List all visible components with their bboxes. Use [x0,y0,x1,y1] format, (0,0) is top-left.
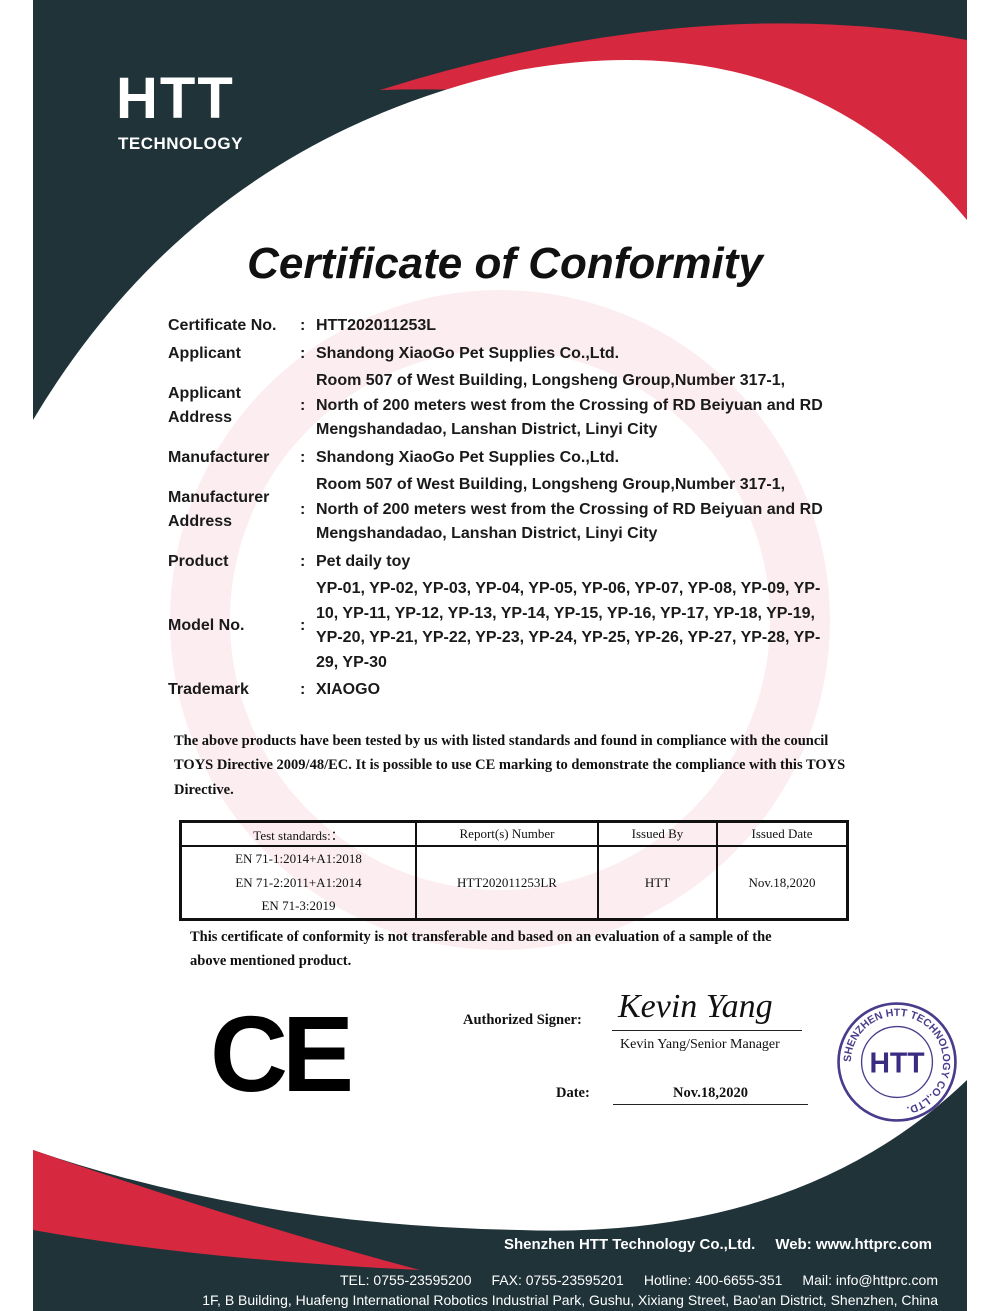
footer-contact-line: TEL: 0755-23595200 FAX: 0755-23595201 Hotl… [320,1272,938,1289]
footer-hotline: Hotline: 400-6655-351 [643,1272,783,1288]
field-certificate-no: Certificate No.: HTT202011253L [168,314,828,339]
field-value: Pet daily toy [316,552,411,570]
issued-date-cell: Nov.18,2020 [716,845,849,920]
logo-tagline: TECHNOLOGY [118,134,243,153]
field-label: Applicant Address [168,384,241,426]
field-label: Manufacturer [168,448,270,466]
footer-tel: TEL: 0755-23595200 [339,1272,472,1288]
header-issued-date: Issued Date [716,820,849,847]
standard-item: EN 71-3:2019 [261,898,336,913]
transfer-note: This certificate of conformity is not tr… [190,928,772,970]
field-manufacturer: Manufacturer: Shandong XiaoGo Pet Supplie… [168,446,828,471]
field-value: Shandong XiaoGo Pet Supplies Co.,Ltd. [316,344,620,362]
date-value: Nov.18,2020 [613,1084,808,1105]
footer-company-line: Shenzhen HTT Technology Co.,Ltd. Web: www… [484,1236,932,1254]
signature-line [612,1030,802,1031]
field-value: Room 507 of West Building, Longsheng Gro… [316,372,823,438]
field-applicant-address: Applicant Address: Room 507 of West Build… [168,369,828,443]
issued-by-cell: HTT [597,845,718,920]
field-applicant: Applicant: Shandong XiaoGo Pet Supplies C… [168,342,828,367]
field-manufacturer-address: Manufacturer Address: Room 507 of West Bu… [168,473,828,547]
field-value: XIAOGO [316,681,381,698]
compliance-statement: The above products have been tested by u… [174,732,846,798]
table-header-row: Test standards:： Report(s) Number Issued… [179,820,849,847]
test-standards-table: Test standards:： Report(s) Number Issued… [179,820,849,921]
ce-mark: CE [210,993,354,1114]
field-label: Trademark [168,681,249,699]
field-label: Applicant [168,344,241,362]
field-trademark: Trademark: XIAOGO [168,678,828,703]
footer-company: Shenzhen HTT Technology Co.,Ltd. [503,1236,756,1253]
stamp-center-text: HTT [869,1048,924,1080]
company-stamp: SHENZHEN HTT TECHNOLOGY CO.,LTD. HTT [837,1002,957,1122]
logo: HTT [116,66,235,131]
footer-address: 1F, B Building, Huafeng International Ro… [202,1292,938,1308]
field-label: Manufacturer Address [168,488,270,530]
field-product: Product: Pet daily toy [168,550,828,575]
date-label: Date: [556,1085,590,1101]
field-label: Product [168,552,229,570]
standards-cell: EN 71-1:2014+A1:2018 EN 71-2:2011+A1:201… [179,845,417,920]
field-label: Certificate No. [168,317,277,335]
footer-mail[interactable]: Mail: info@httprc.com [802,1272,938,1288]
field-value: HTT202011253L [316,317,437,334]
certificate-title: Certificate of Conformity [247,239,763,288]
footer-fax: FAX: 0755-23595201 [491,1272,624,1288]
signature-handwriting: Kevin Yang [618,988,773,1025]
certificate-fields: Certificate No.: HTT202011253L Applicant:… [168,314,828,703]
footer-web[interactable]: Web: www.httprc.com [775,1236,932,1253]
header-issued-by: Issued By [597,820,718,847]
standard-item: EN 71-1:2014+A1:2018 [235,851,362,866]
header-test-standards: Test standards:： [179,820,417,847]
authorized-signer-label: Authorized Signer: [463,1012,582,1028]
report-number-cell: HTT202011253LR [415,845,599,920]
certificate-body: Certificate No.: HTT202011253L Applicant:… [168,314,868,974]
field-value: YP-01, YP-02, YP-03, YP-04, YP-05, YP-06… [316,580,821,671]
field-model-no: Model No.: YP-01, YP-02, YP-03, YP-04, YP… [168,577,828,675]
signer-name: Kevin Yang/Senior Manager [620,1037,780,1052]
field-value: Room 507 of West Building, Longsheng Gro… [316,476,823,542]
field-value: Shandong XiaoGo Pet Supplies Co.,Ltd. [316,448,620,466]
table-row: EN 71-1:2014+A1:2018 EN 71-2:2011+A1:201… [179,845,849,920]
field-label: Model No. [168,617,245,634]
standard-item: EN 71-2:2011+A1:2014 [235,874,362,890]
header-report-number: Report(s) Number [415,820,599,847]
